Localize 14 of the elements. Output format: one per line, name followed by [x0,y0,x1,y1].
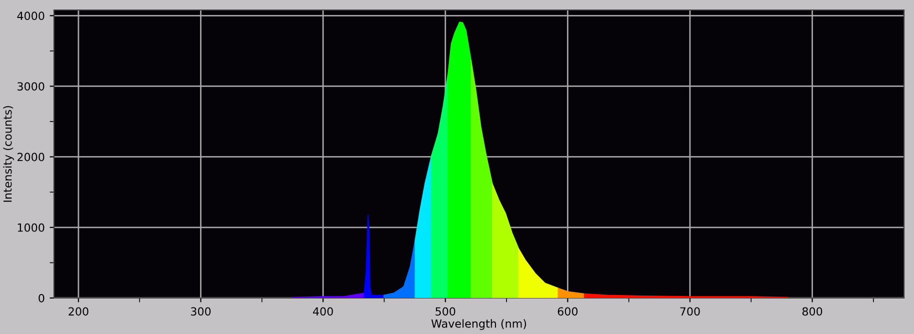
y-axis-title: Intensity (counts) [3,106,14,202]
x-tick-label: 600 [558,307,578,316]
x-tick-label: 700 [680,307,700,316]
y-tick-label: 2000 [18,152,44,162]
x-tick-label: 800 [802,307,822,316]
y-tick-label: 3000 [18,82,44,91]
x-tick-label: 200 [68,307,88,316]
x-tick-label: 300 [191,307,211,316]
y-tick-label: 0 [38,294,44,302]
x-tick-label: 400 [313,307,333,316]
y-tick-label: 4000 [17,12,44,20]
x-tick-label: 500 [436,307,456,316]
x-axis-title: Wavelength (nm) [431,319,526,330]
y-tick-label: 1000 [18,223,44,232]
